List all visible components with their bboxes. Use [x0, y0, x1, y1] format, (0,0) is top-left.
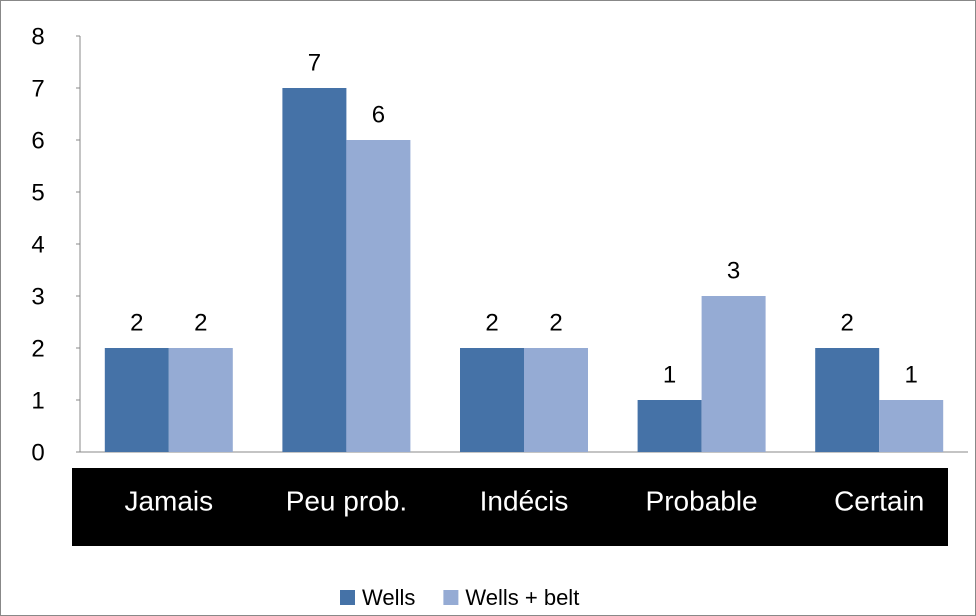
data-label: 1	[905, 361, 918, 388]
data-label: 2	[130, 309, 143, 336]
y-tick-label: 3	[31, 283, 44, 310]
bar	[168, 348, 233, 452]
bar	[460, 348, 524, 452]
bar	[637, 400, 702, 452]
y-tick-label: 6	[31, 127, 44, 154]
legend-swatch	[443, 590, 459, 605]
data-label: 6	[372, 101, 385, 128]
y-tick-label: 0	[31, 439, 44, 466]
category-band	[72, 468, 948, 546]
y-tick-label: 7	[31, 75, 44, 102]
bar	[815, 348, 880, 452]
legend-label: Wells + belt	[465, 585, 579, 610]
data-label: 2	[194, 309, 207, 336]
x-tick-label: Certain	[834, 485, 924, 516]
bar	[879, 400, 944, 452]
bar	[346, 140, 411, 452]
data-label: 7	[308, 49, 321, 76]
y-tick-label: 5	[31, 179, 44, 206]
data-label: 2	[485, 309, 498, 336]
legend-swatch	[340, 590, 355, 605]
y-tick-label: 1	[31, 387, 44, 414]
bar	[701, 296, 766, 452]
bar	[282, 88, 347, 452]
y-tick-label: 4	[31, 231, 44, 258]
x-tick-label: Jamais	[124, 485, 213, 516]
legend-label: Wells	[362, 585, 415, 610]
data-label: 1	[663, 361, 676, 388]
data-label: 2	[841, 309, 854, 336]
bar	[524, 348, 588, 452]
data-label: 3	[727, 257, 740, 284]
data-label: 2	[549, 309, 562, 336]
y-tick-label: 8	[31, 23, 44, 50]
bar	[104, 348, 169, 452]
y-tick-label: 2	[31, 335, 44, 362]
x-tick-label: Indécis	[480, 485, 569, 516]
x-tick-label: Probable	[646, 485, 758, 516]
x-tick-label: Peu prob.	[286, 485, 407, 516]
